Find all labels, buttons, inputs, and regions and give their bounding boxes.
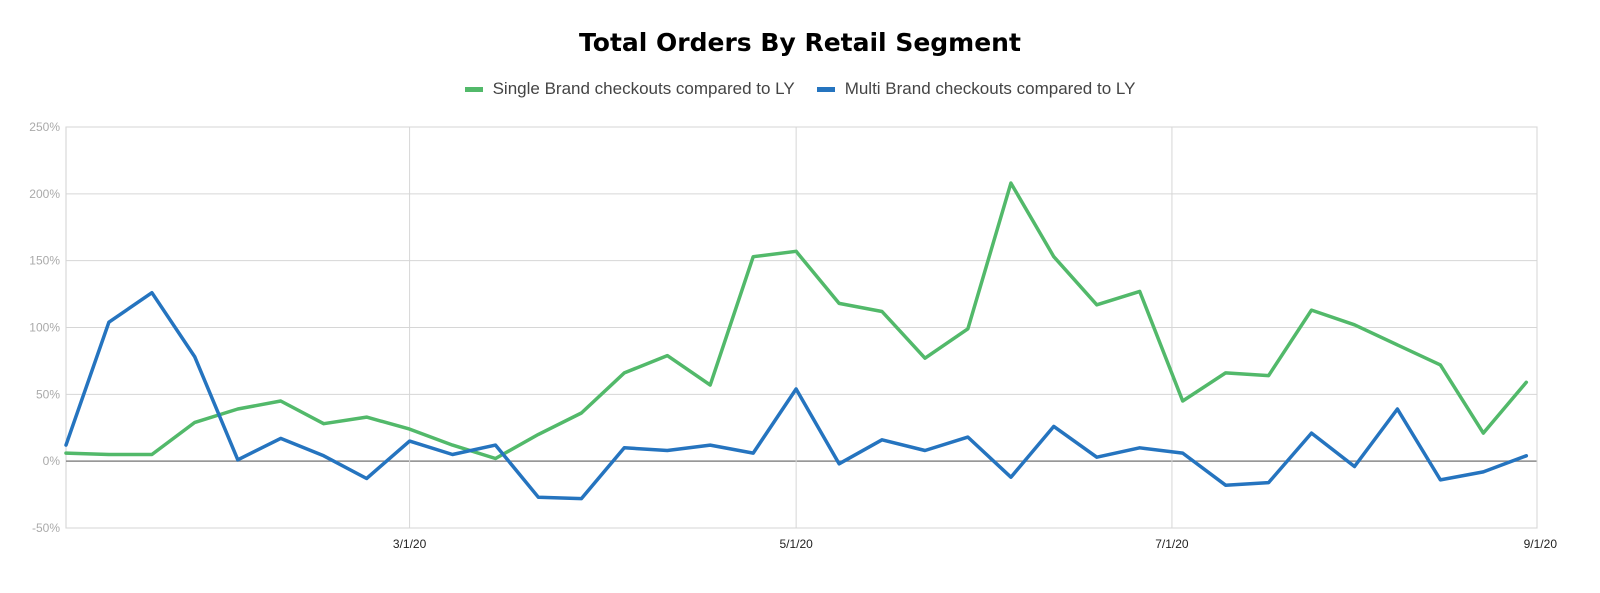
legend: Single Brand checkouts compared to LY Mu… xyxy=(0,79,1600,99)
series-line-single-brand xyxy=(64,181,1529,461)
y-tick-label: -50% xyxy=(32,521,60,535)
x-tick-label: 9/1/20 xyxy=(1524,537,1558,551)
series-layer xyxy=(64,181,1529,501)
y-tick-label: 150% xyxy=(29,254,60,268)
legend-swatch-single-brand xyxy=(464,86,483,92)
x-tick-label: 5/1/20 xyxy=(779,537,813,551)
y-tick-label: 250% xyxy=(29,120,60,134)
series-line-multi-brand xyxy=(64,290,1529,501)
legend-label-single-brand: Single Brand checkouts compared to LY xyxy=(492,79,795,98)
axis-layer: -50% 0% 50% 100% 150% 200% 250% 3/1/20 5/1/20 7/1… xyxy=(29,120,1557,551)
chart-title: Total Orders By Retail Segment xyxy=(579,28,1021,57)
y-tick-label: 100% xyxy=(29,321,60,335)
x-tick-label: 3/1/20 xyxy=(393,537,427,551)
y-tick-label: 200% xyxy=(29,187,60,201)
y-tick-label: 50% xyxy=(36,387,60,401)
y-tick-label: 0% xyxy=(43,454,61,468)
x-tick-label: 7/1/20 xyxy=(1155,537,1189,551)
grid-layer xyxy=(65,126,1538,529)
legend-swatch-multi-brand xyxy=(816,86,835,92)
legend-entry-multi-brand: Multi Brand checkouts compared to LY xyxy=(816,79,1136,99)
legend-entry-single-brand: Single Brand checkouts compared to LY xyxy=(464,79,795,99)
legend-label-multi-brand: Multi Brand checkouts compared to LY xyxy=(844,79,1136,98)
